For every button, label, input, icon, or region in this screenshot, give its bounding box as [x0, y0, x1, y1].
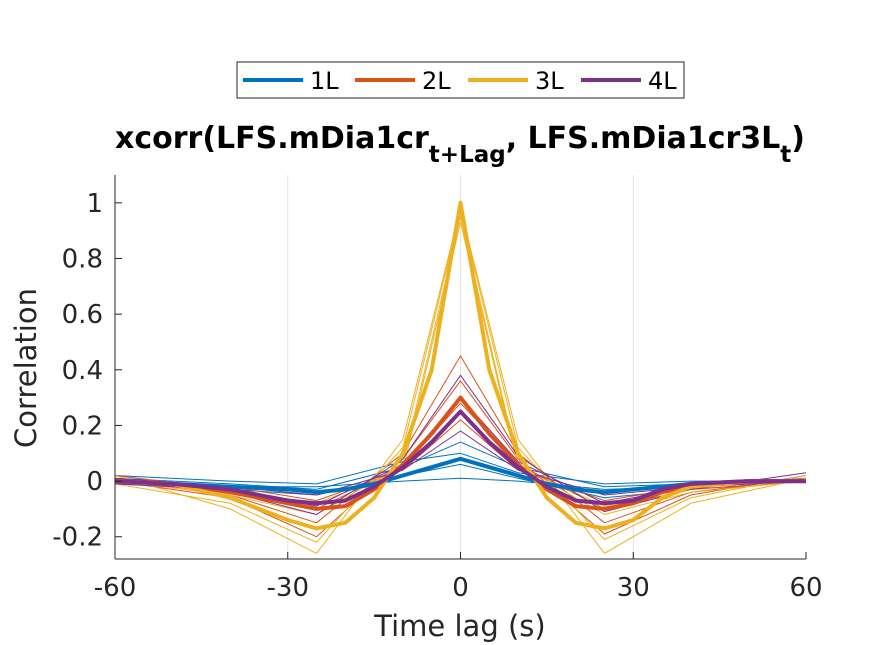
x-tick-label: 30	[617, 573, 650, 603]
y-tick-label: -0.2	[52, 523, 103, 553]
title-part-2: , LFS.mDia1cr3L	[506, 121, 781, 156]
title-part-3: )	[791, 121, 805, 156]
x-axis-label: Time lag (s)	[373, 609, 545, 643]
trace-1L	[114, 452, 806, 485]
mean-line-4L	[114, 409, 806, 506]
legend: 1L 2L 3L 4L	[236, 61, 685, 99]
y-tick-label: 0.2	[62, 411, 103, 441]
y-tick-label: 0.4	[62, 356, 103, 386]
legend-label-4L: 4L	[648, 67, 677, 95]
legend-label-1L: 1L	[310, 67, 339, 95]
y-tick-label: 1	[86, 189, 103, 219]
y-axis-label: Correlation	[9, 288, 43, 448]
y-tick-label: 0.8	[62, 244, 103, 274]
x-tick-label: 0	[452, 573, 469, 603]
mean-line-2L	[114, 395, 806, 511]
mean-line-1L	[114, 456, 806, 495]
y-tick-label: 0	[86, 467, 103, 497]
x-tick-label: -60	[94, 573, 136, 603]
mean-line-3L	[114, 200, 806, 531]
trace-2L	[114, 355, 807, 524]
title-subscript-1: t+Lag	[429, 142, 506, 168]
title-subscript-2: t	[780, 142, 791, 168]
y-tick-label: 0.6	[62, 300, 103, 330]
mean-traces	[114, 200, 806, 531]
title-part-1: xcorr(LFS.mDia1cr	[115, 121, 429, 156]
legend-label-3L: 3L	[535, 67, 564, 95]
x-tick-label: -30	[267, 573, 309, 603]
legend-label-2L: 2L	[422, 67, 451, 95]
tick-labels: -60 -30 0 30 60 -0.2 0 0.2 0.4 0.6 0.8 1	[52, 189, 822, 603]
x-tick-label: 60	[789, 573, 822, 603]
chart-title: xcorr(LFS.mDia1crt+Lag, LFS.mDia1cr3Lt)	[115, 121, 805, 168]
